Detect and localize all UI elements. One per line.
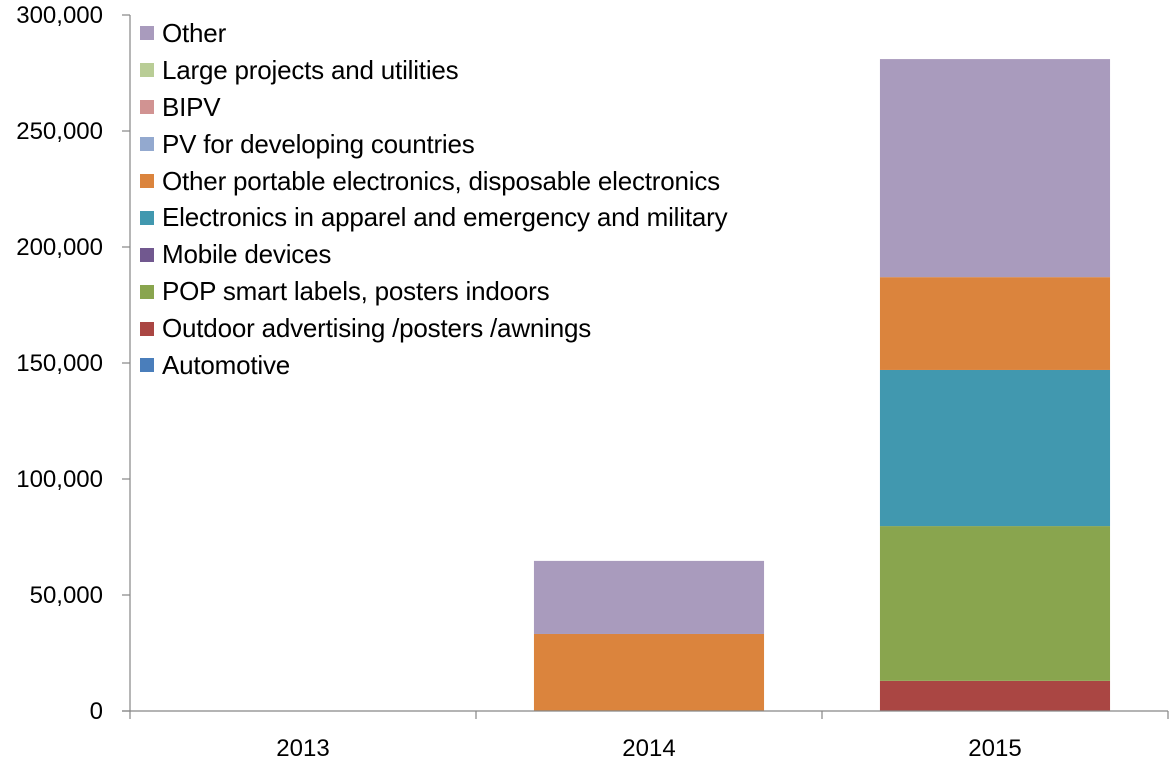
y-tick-label: 100,000 [16, 466, 103, 493]
y-tick-label: 50,000 [30, 582, 103, 609]
y-tick-label: 250,000 [16, 118, 103, 145]
legend-label: Other portable electronics, disposable e… [162, 165, 720, 196]
bar-segment-2015-electronics-in-apparel-and-emergency-and-military [879, 369, 1111, 527]
legend-swatch [140, 321, 154, 336]
legend-label: BIPV [162, 91, 221, 122]
legend-item: BIPV [140, 89, 727, 126]
legend-item: POP smart labels, posters indoors [140, 273, 727, 310]
x-tick-label: 2013 [276, 735, 329, 762]
legend-swatch [140, 26, 154, 41]
bar-segment-2015-other [879, 59, 1111, 278]
y-tick-label: 0 [90, 698, 103, 725]
x-tick-label: 2014 [622, 735, 675, 762]
legend-swatch [140, 210, 154, 225]
legend-label: Large projects and utilities [162, 54, 459, 85]
legend-label: Automotive [162, 349, 291, 380]
axes-group: 0 50,000 100,000 150,000 200,000 250,000 300,0… [16, 2, 1169, 762]
legend-item: Large projects and utilities [140, 52, 727, 89]
bar-segment-2014-other-portable-electronics-disposable-electronics [533, 633, 765, 711]
legend-swatch [140, 137, 154, 152]
bar-segment-2015-other-portable-electronics-disposable-electronics [879, 277, 1111, 370]
legend-label: POP smart labels, posters indoors [162, 276, 550, 307]
y-tick-label: 300,000 [16, 2, 103, 29]
x-tick-label: 2015 [968, 735, 1021, 762]
bar-segment-2015-pop-smart-labels-posters-indoors [879, 526, 1111, 681]
y-tick-label: 200,000 [16, 234, 103, 261]
legend-item: Mobile devices [140, 236, 727, 273]
bars-group [533, 59, 1111, 711]
legend-swatch [140, 174, 154, 188]
legend: Other Large projects and utilities BIPV PV … [140, 15, 728, 384]
legend-label: Electronics in apparel and emergency and… [162, 202, 728, 233]
legend-item: Electronics in apparel and emergency and… [140, 199, 728, 236]
legend-swatch [140, 284, 154, 299]
legend-item: Other [140, 15, 727, 52]
legend-label: Other [162, 17, 227, 48]
legend-swatch [140, 358, 154, 373]
legend-item: Automotive [140, 347, 727, 384]
legend-item: Other portable electronics, disposable e… [140, 163, 727, 200]
y-tick-label: 150,000 [16, 350, 103, 377]
legend-label: Mobile devices [162, 239, 332, 270]
bar-segment-2014-other [533, 560, 765, 634]
legend-label: Outdoor advertising /posters /awnings [162, 313, 592, 344]
legend-label: PV for developing countries [162, 128, 475, 159]
legend-swatch [140, 247, 154, 262]
bar-segment-2015-outdoor-advertising-posters-awnings [879, 680, 1111, 711]
legend-item: Outdoor advertising /posters /awnings [140, 310, 727, 347]
legend-swatch [140, 100, 154, 115]
legend-item: PV for developing countries [140, 126, 727, 163]
legend-swatch [140, 63, 154, 78]
